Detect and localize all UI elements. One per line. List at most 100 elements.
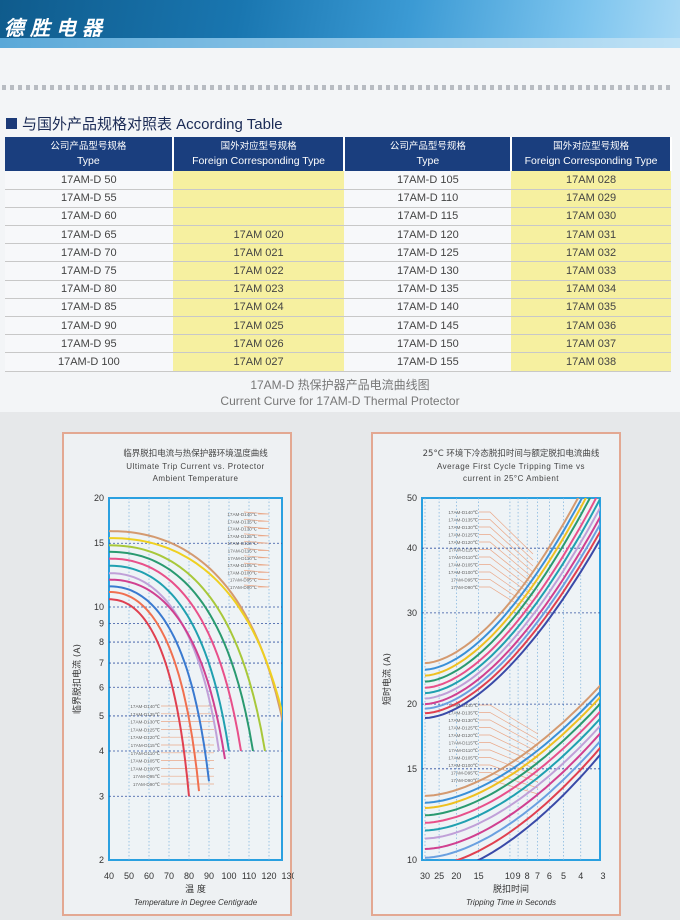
y-tick-label: 5 — [99, 711, 104, 721]
legend-label: 17AM-D90℃ — [451, 585, 479, 590]
table-cell: 17AM 022 — [172, 261, 345, 281]
legend-leader-line — [479, 734, 539, 759]
legend-label: 17AM-D105℃ — [130, 759, 161, 764]
table-cell: 17AM-D 130 — [344, 261, 512, 281]
table-cell: 17AM 033 — [511, 261, 671, 281]
header-cn: 国外对应型号规格 — [220, 141, 297, 152]
series-curve — [424, 515, 600, 706]
legend-leader-line — [243, 584, 270, 588]
y-tick-label: 10 — [94, 602, 104, 612]
series-curve — [109, 544, 266, 752]
legend-label: 17AM-D95℃ — [451, 578, 479, 583]
legend-label: 17AM-D90℃ — [230, 585, 258, 590]
table-cell: 17AM-D 75 — [5, 261, 173, 281]
chart-title-en: Ambient Temperature — [153, 474, 239, 483]
x-tick-label: 6 — [547, 871, 552, 881]
legend-label: 17AM-D100℃ — [448, 570, 479, 575]
series-curve — [424, 522, 600, 710]
y-axis-label: 临界脱扣电流 (A) — [71, 644, 83, 714]
header-en: Type — [416, 155, 440, 167]
table-cell: 17AM 027 — [172, 352, 345, 372]
series-curve — [109, 591, 200, 792]
legend-label: 17AM-D105℃ — [227, 563, 258, 568]
legend-leader-line — [479, 757, 539, 777]
table-row: 17AM-D 75 17AM 022 17AM-D 130 17AM 033 — [5, 261, 671, 281]
x-tick-label: 3 — [600, 871, 605, 881]
legend-label: 17AM-D120℃ — [448, 733, 479, 738]
series-curve — [424, 695, 600, 809]
header-banner: 德胜电器 — [0, 0, 680, 48]
table-cell: 17AM 037 — [511, 334, 671, 354]
legend-label: 17AM-D95℃ — [451, 771, 479, 776]
legend-label: 17AM-D130℃ — [227, 527, 258, 532]
series-curve — [476, 753, 600, 860]
legend-leader-line — [479, 541, 534, 579]
legend-label: 17AM-D110℃ — [228, 556, 258, 561]
x-tick-label: 70 — [164, 871, 174, 881]
table-cell: 17AM 020 — [172, 225, 345, 245]
caption-cn: 17AM-D 热保护器产品电流曲线图 — [250, 378, 430, 392]
y-tick-label: 9 — [99, 619, 104, 629]
table-cell: 17AM-D 145 — [344, 316, 512, 336]
column-header: 公司产品型号规格 Type — [5, 137, 174, 171]
table-cell: 17AM 035 — [511, 298, 671, 318]
legend-label: 17AM-D110℃ — [449, 748, 479, 753]
table-row: 17AM-D 90 17AM 025 17AM-D 145 17AM 036 — [5, 316, 671, 336]
table-cell: 17AM 026 — [172, 334, 345, 354]
y-tick-label: 6 — [99, 682, 104, 692]
table-cell: 17AM-D 70 — [5, 243, 173, 263]
table-cell: 17AM 032 — [511, 243, 671, 263]
legend-leader-line — [479, 764, 539, 783]
legend-label: 17AM-D135℃ — [448, 711, 479, 716]
table-cell: 17AM-D 85 — [5, 298, 173, 318]
series-curve — [424, 505, 600, 700]
legend-label: 17AM-D100℃ — [448, 763, 479, 768]
x-axis-label-cn: 脱扣时间 — [493, 883, 529, 895]
legend-leader-line — [243, 526, 270, 529]
series-curve — [424, 690, 600, 804]
legend-label: 17AM-D115℃ — [449, 548, 479, 553]
plot-area — [108, 497, 283, 861]
table-row: 17AM-D 80 17AM 023 17AM-D 135 17AM 034 — [5, 280, 671, 299]
y-tick-label: 3 — [99, 791, 104, 801]
series-curve — [109, 572, 220, 752]
legend-leader-line — [243, 518, 270, 522]
y-tick-label: 40 — [407, 543, 417, 553]
x-tick-label: 120 — [261, 871, 276, 881]
legend-leader-line — [243, 548, 270, 551]
legend-label: 17AM-D130℃ — [448, 525, 479, 530]
table-cell: 17AM-D 140 — [344, 298, 512, 318]
x-tick-label: 9 — [516, 871, 521, 881]
header-cn: 公司产品型号规格 — [50, 141, 127, 152]
series-curve — [424, 702, 600, 817]
series-curve — [109, 564, 230, 752]
series-curve — [424, 739, 600, 859]
legend-leader-line — [479, 534, 534, 573]
table-cell: 17AM 029 — [511, 189, 671, 208]
y-tick-label: 10 — [407, 855, 417, 865]
legend-label: 17AM-D105℃ — [448, 563, 479, 568]
legend-label: 17AM-D105℃ — [448, 756, 479, 761]
legend-leader-line — [479, 556, 534, 591]
table-cell: 17AM-D 115 — [344, 207, 512, 227]
chart-title-cn: 25°C 环境下冷态脱扣时间与额定脱扣电流曲线 — [423, 448, 600, 459]
according-table: 公司产品型号规格 Type 国外对应型号规格 Foreign Correspondin… — [5, 137, 672, 372]
column-header: 国外对应型号规格 Foreign Corresponding Type — [511, 137, 672, 171]
series-curve — [424, 529, 600, 715]
legend-label: 17AM-D90℃ — [133, 782, 161, 787]
series-curve — [424, 498, 587, 677]
legend-label: 17AM-D130℃ — [448, 718, 479, 723]
table-cell: 17AM 021 — [172, 243, 345, 263]
x-tick-label: 7 — [535, 871, 540, 881]
series-curve — [109, 557, 242, 752]
x-tick-label: 60 — [144, 871, 154, 881]
x-tick-label: 10 — [505, 871, 515, 881]
table-cell: 17AM-D 60 — [5, 207, 173, 227]
legend-leader-line — [479, 549, 534, 585]
x-tick-label: 25 — [434, 871, 444, 881]
x-tick-label: 15 — [474, 871, 484, 881]
legend-leader-line — [243, 570, 270, 573]
legend-label: 17AM-D120℃ — [227, 541, 258, 546]
table-cell: 17AM 028 — [511, 171, 671, 190]
legend-leader-line — [479, 519, 534, 561]
